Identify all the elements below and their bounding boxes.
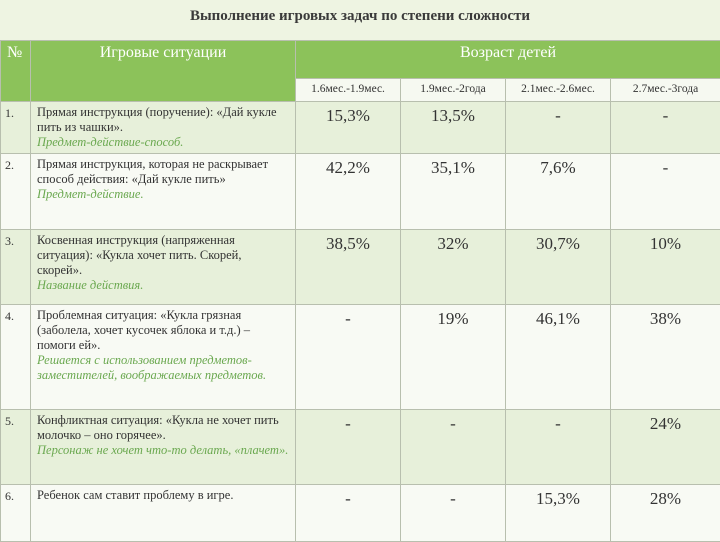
table-row: 3.Косвенная инструкция (напряженная ситу… [1,230,720,305]
header-number: № [1,41,31,102]
situation-note: Предмет-действие. [37,187,289,202]
value-cell: 13,5% [401,102,506,154]
value-cell: 10% [611,230,720,305]
age-range: 1.6мес.-1.9мес. [296,79,401,102]
value-cell: - [401,485,506,542]
situation-cell: Прямая инструкция, которая не раскрывает… [31,154,296,230]
value-cell: 42,2% [296,154,401,230]
situation-note: Название действия. [37,278,289,293]
row-number: 5. [1,410,31,485]
row-number: 1. [1,102,31,154]
age-range: 2.7мес.-3года [611,79,720,102]
table-row: 4.Проблемная ситуация: «Кукла грязная (з… [1,305,720,410]
header-age: Возраст детей [296,41,720,79]
situation-text: Проблемная ситуация: «Кукла грязная (заб… [37,308,289,353]
value-cell: - [611,102,720,154]
situation-note: Персонаж не хочет что-то делать, «плачет… [37,443,289,458]
value-cell: - [611,154,720,230]
value-cell: 35,1% [401,154,506,230]
age-range: 2.1мес.-2.6мес. [506,79,611,102]
table-row: 1.Прямая инструкция (поручение): «Дай ку… [1,102,720,154]
situation-cell: Ребенок сам ставит проблему в игре. [31,485,296,542]
situation-note: Решается с использованием предметов-заме… [37,353,289,383]
value-cell: 38,5% [296,230,401,305]
value-cell: - [401,410,506,485]
value-cell: 46,1% [506,305,611,410]
situation-cell: Проблемная ситуация: «Кукла грязная (заб… [31,305,296,410]
row-number: 3. [1,230,31,305]
table-row: 6.Ребенок сам ставит проблему в игре.--1… [1,485,720,542]
situation-cell: Конфликтная ситуация: «Кукла не хочет пи… [31,410,296,485]
value-cell: - [296,410,401,485]
value-cell: 32% [401,230,506,305]
title: Выполнение игровых задач по степени слож… [0,8,720,25]
value-cell: - [506,102,611,154]
results-table: № Игровые ситуации Возраст детей 1.6мес.… [0,40,720,542]
age-range: 1.9мес.-2года [401,79,506,102]
situation-text: Косвенная инструкция (напряженная ситуац… [37,233,289,278]
value-cell: - [506,410,611,485]
value-cell: - [296,305,401,410]
value-cell: 24% [611,410,720,485]
row-number: 4. [1,305,31,410]
value-cell: 7,6% [506,154,611,230]
table-row: 5.Конфликтная ситуация: «Кукла не хочет … [1,410,720,485]
situation-cell: Косвенная инструкция (напряженная ситуац… [31,230,296,305]
value-cell: 30,7% [506,230,611,305]
value-cell: 15,3% [506,485,611,542]
value-cell: 28% [611,485,720,542]
situation-cell: Прямая инструкция (поручение): «Дай кукл… [31,102,296,154]
row-number: 2. [1,154,31,230]
value-cell: - [296,485,401,542]
header-situations: Игровые ситуации [31,41,296,102]
value-cell: 15,3% [296,102,401,154]
row-number: 6. [1,485,31,542]
situation-note: Предмет-действие-способ. [37,135,289,150]
value-cell: 19% [401,305,506,410]
situation-text: Конфликтная ситуация: «Кукла не хочет пи… [37,413,289,443]
situation-text: Ребенок сам ставит проблему в игре. [37,488,289,503]
table-row: 2.Прямая инструкция, которая не раскрыва… [1,154,720,230]
situation-text: Прямая инструкция (поручение): «Дай кукл… [37,105,289,135]
value-cell: 38% [611,305,720,410]
situation-text: Прямая инструкция, которая не раскрывает… [37,157,289,187]
